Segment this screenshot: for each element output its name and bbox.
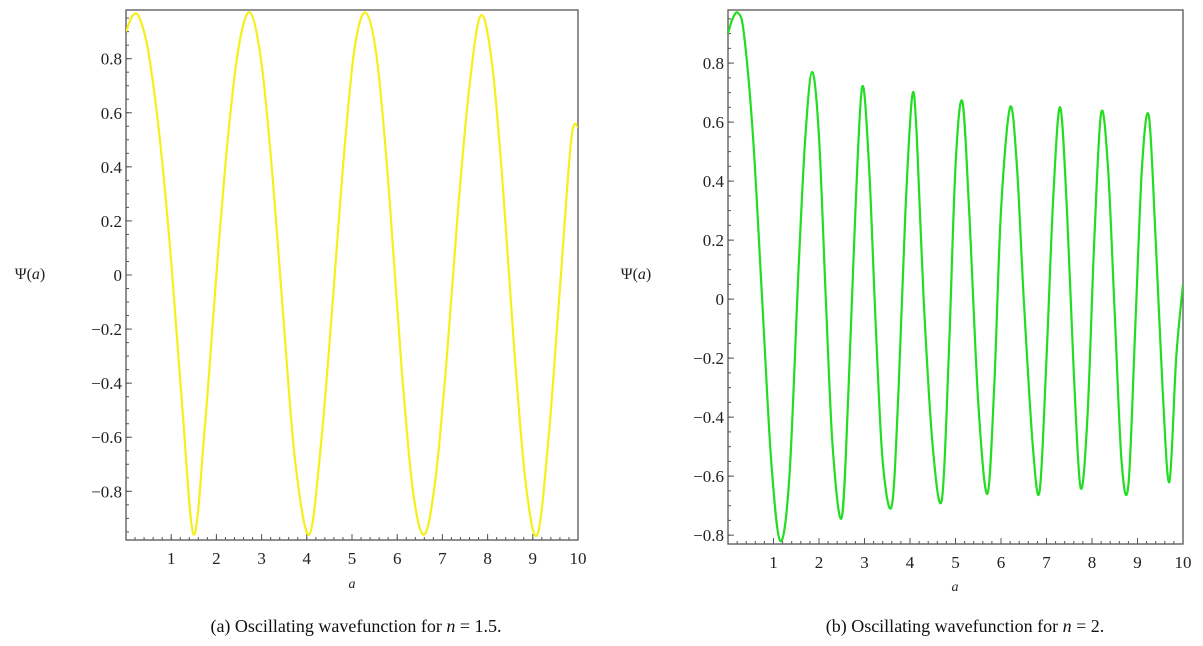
x-tick-label: 4 bbox=[906, 553, 915, 572]
x-axis-label: a bbox=[349, 577, 356, 592]
y-tick-label: −0.6 bbox=[693, 467, 724, 486]
y-tick-label: 0 bbox=[716, 290, 725, 309]
x-tick-label: 7 bbox=[1042, 553, 1051, 572]
x-tick-label: 2 bbox=[815, 553, 824, 572]
y-tick-label: 0 bbox=[114, 266, 123, 285]
y-tick-label: 0.4 bbox=[101, 158, 123, 177]
x-tick-label: 6 bbox=[393, 549, 402, 568]
y-tick-label: −0.8 bbox=[91, 482, 122, 501]
x-tick-label: 6 bbox=[997, 553, 1006, 572]
x-tick-label: 1 bbox=[769, 553, 778, 572]
plot-frame bbox=[125, 9, 579, 541]
x-tick-label: 3 bbox=[257, 549, 266, 568]
figure-caption: (a) Oscillating wavefunction for n = 1.5… bbox=[210, 616, 501, 637]
chart-panel-b: 0.8 0.6 0.4 0.2 0 −0.2 −0.4 −0.6 −0.8 1 2 3 4 5 6 7 8 9 10… bbox=[621, 9, 1192, 637]
x-tick-label: 10 bbox=[570, 549, 587, 568]
x-tick-label: 1 bbox=[167, 549, 176, 568]
y-tick-label: 0.8 bbox=[101, 50, 122, 69]
y-tick-label: 0.2 bbox=[101, 212, 122, 231]
x-axis-label: a bbox=[952, 580, 959, 595]
x-tick-label: 2 bbox=[212, 549, 221, 568]
series-line-psi bbox=[126, 11, 578, 538]
x-tick-label: 10 bbox=[1175, 553, 1192, 572]
x-tick-label: 5 bbox=[348, 549, 357, 568]
y-axis-label: Ψ(a) bbox=[15, 266, 45, 283]
y-tick-label: 0.8 bbox=[703, 54, 724, 73]
y-tick-label: 0.2 bbox=[703, 231, 724, 250]
figure-caption: (b) Oscillating wavefunction for n = 2. bbox=[826, 616, 1105, 637]
x-tick-label: 8 bbox=[1088, 553, 1097, 572]
plot-frame bbox=[727, 9, 1184, 545]
series-line-psi bbox=[728, 11, 1183, 543]
y-tick-label: 0.6 bbox=[101, 104, 122, 123]
y-tick-label: −0.4 bbox=[91, 374, 122, 393]
y-tick-label: −0.4 bbox=[693, 408, 724, 427]
y-tick-label: −0.6 bbox=[91, 428, 122, 447]
y-tick-label: −0.2 bbox=[91, 320, 122, 339]
chart-panel-a: 0.8 0.6 0.4 0.2 0 −0.2 −0.4 −0.6 −0.8 1 2 3 4 5 6 7 8 9 10… bbox=[15, 9, 587, 637]
x-tick-label: 8 bbox=[483, 549, 492, 568]
x-tick-label: 9 bbox=[1133, 553, 1142, 572]
x-tick-label: 4 bbox=[303, 549, 312, 568]
x-tick-label: 3 bbox=[860, 553, 869, 572]
x-tick-label: 9 bbox=[529, 549, 538, 568]
x-tick-label: 7 bbox=[438, 549, 447, 568]
x-tick-label: 5 bbox=[951, 553, 960, 572]
y-tick-label: 0.6 bbox=[703, 113, 724, 132]
y-tick-label: −0.8 bbox=[693, 526, 724, 545]
y-axis-label: Ψ(a) bbox=[621, 266, 651, 283]
y-tick-label: 0.4 bbox=[703, 172, 725, 191]
y-tick-label: −0.2 bbox=[693, 349, 724, 368]
